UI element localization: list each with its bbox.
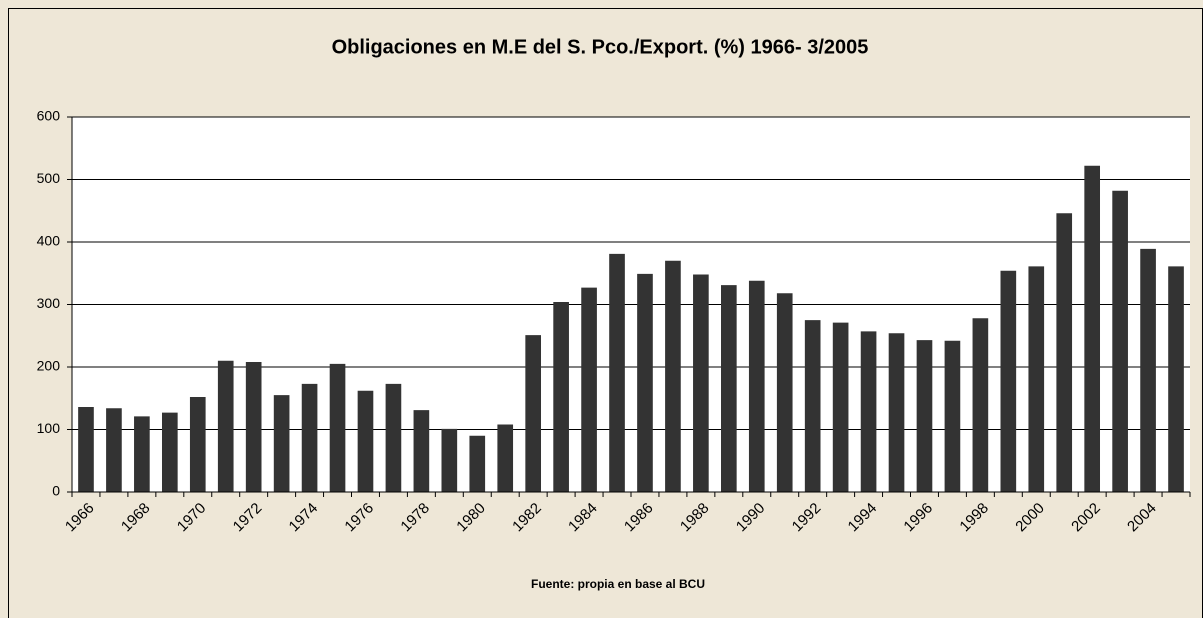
bar bbox=[301, 383, 318, 492]
source-note: Fuente: propia en base al BCU bbox=[531, 577, 705, 591]
bar bbox=[553, 302, 569, 492]
y-tick-label: 500 bbox=[37, 170, 61, 186]
bar bbox=[637, 273, 653, 492]
bar bbox=[134, 416, 150, 492]
bar bbox=[78, 407, 94, 492]
bar bbox=[413, 410, 430, 492]
bar bbox=[1168, 266, 1184, 492]
bar bbox=[972, 318, 989, 492]
bar bbox=[748, 280, 765, 492]
chart-title: Obligaciones en M.E del S. Pco./Export. … bbox=[332, 36, 869, 58]
bar bbox=[1084, 165, 1101, 492]
bar bbox=[916, 340, 933, 492]
bar bbox=[1140, 248, 1156, 492]
bar bbox=[609, 253, 625, 492]
bar bbox=[469, 435, 486, 492]
bar bbox=[441, 428, 458, 492]
bar bbox=[497, 424, 514, 492]
bar bbox=[776, 293, 793, 492]
y-tick-label: 0 bbox=[52, 483, 60, 499]
bar bbox=[245, 362, 262, 492]
bar bbox=[1028, 266, 1045, 492]
y-tick-label: 600 bbox=[37, 108, 61, 124]
bar bbox=[860, 331, 877, 492]
bar bbox=[329, 363, 346, 492]
bar bbox=[217, 360, 234, 492]
bar bbox=[720, 285, 737, 492]
bar bbox=[357, 390, 374, 492]
bar bbox=[385, 383, 402, 492]
bar bbox=[665, 260, 681, 492]
bar bbox=[804, 320, 821, 492]
y-tick-label: 300 bbox=[37, 295, 61, 311]
bar bbox=[1000, 270, 1017, 492]
y-tick-label: 100 bbox=[37, 420, 61, 436]
bar bbox=[161, 412, 178, 492]
y-tick-label: 200 bbox=[37, 358, 61, 374]
bar bbox=[525, 335, 542, 492]
bar bbox=[888, 333, 905, 492]
bar bbox=[1056, 213, 1073, 492]
bar bbox=[1112, 190, 1128, 492]
bar bbox=[581, 287, 597, 492]
bar bbox=[273, 395, 290, 492]
bar bbox=[832, 322, 849, 492]
bar bbox=[106, 408, 122, 492]
y-tick-label: 400 bbox=[37, 233, 61, 249]
bar bbox=[189, 397, 206, 492]
bar bbox=[944, 340, 961, 492]
bar bbox=[693, 274, 709, 492]
